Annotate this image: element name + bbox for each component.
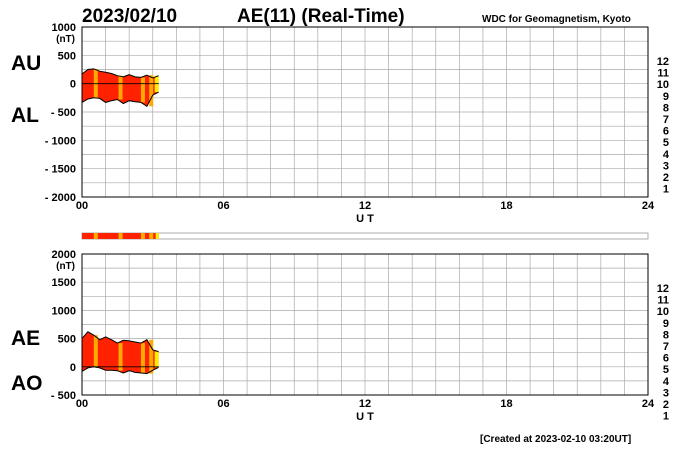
legend-item-8: 8 (663, 329, 669, 341)
au-al-lower-line (81, 91, 159, 108)
legend-item-7: 7 (663, 114, 669, 126)
au-label: AU (11, 52, 41, 75)
au-al-x-axis-label: U T (356, 213, 374, 225)
au-al-grid (82, 27, 648, 197)
au-al-upper-line (81, 68, 159, 79)
ae-ao-y-tick-label: 1500 (52, 277, 76, 289)
ae-ao-stripe (118, 343, 123, 371)
ae-ao-edge (154, 351, 159, 368)
au-al-y-tick-label: - 2000 (45, 192, 76, 204)
au-al-stripe (140, 77, 145, 103)
legend-item-7: 7 (663, 341, 669, 353)
status-stripe (149, 233, 154, 239)
legend-item-12: 12 (657, 56, 669, 68)
au-al-y-tick-label: - 1000 (45, 135, 76, 147)
au-al-x-tick-label: 18 (500, 200, 512, 212)
ae-ao-x-tick-label: 00 (76, 398, 88, 410)
ae-ao-data (81, 331, 159, 375)
au-al-y-tick-label: - 500 (51, 107, 76, 119)
legend-item-1: 1 (663, 411, 669, 423)
au-al-x-ticks: 00 06 12 18 24 (76, 200, 655, 212)
status-edge (155, 233, 159, 239)
legend-item-6: 6 (663, 126, 669, 138)
legend-item-9: 9 (663, 318, 669, 330)
ae-ao-stripe (140, 343, 145, 374)
status-bar (81, 232, 649, 240)
legend-item-1: 1 (663, 184, 669, 196)
legend-item-4: 4 (663, 376, 670, 388)
chart-title: AE(11) (Real-Time) (237, 6, 405, 27)
source-label: WDC for Geomagnetism, Kyoto (482, 14, 631, 25)
ae-ao-y-ticks: 2000 1500 1000 500 0 - 500 (51, 249, 76, 402)
legend-item-12: 12 (657, 283, 669, 295)
au-al-x-tick-label: 00 (76, 200, 88, 212)
ae-ao-y-tick-label: 500 (58, 334, 76, 346)
au-al-y-ticks: 1000 500 0 - 500 - 1000 - 1500 - 2000 (45, 22, 76, 204)
status-bar-frame (81, 232, 649, 240)
ae-label: AE (11, 327, 40, 350)
legend-item-10: 10 (657, 79, 669, 91)
ae-ao-x-axis-label: U T (356, 411, 374, 423)
ao-label: AO (11, 372, 43, 395)
ae-ao-unit-label: (nT) (56, 261, 75, 272)
legend-item-8: 8 (663, 102, 669, 114)
au-al-stripe (118, 75, 123, 100)
ae-ao-stripe (149, 339, 154, 374)
au-al-x-tick-label: 12 (359, 200, 371, 212)
au-al-y-tick-label: 0 (70, 79, 76, 91)
au-al-stripe (149, 75, 154, 107)
ae-ao-x-tick-label: 18 (500, 398, 512, 410)
status-stripe (118, 233, 123, 239)
date-title: 2023/02/10 (82, 6, 177, 27)
legend-item-2: 2 (663, 399, 669, 411)
au-al-y-tick-label: 1000 (52, 22, 76, 34)
au-al-y-tick-label: - 1500 (45, 164, 76, 176)
ae-ao-stripe (93, 335, 98, 367)
au-al-x-tick-label: 24 (642, 200, 655, 212)
legend-item-10: 10 (657, 306, 669, 318)
status-stripe (93, 233, 98, 239)
legend-item-4: 4 (663, 149, 670, 161)
created-timestamp: [Created at 2023-02-10 03:20UT] (480, 434, 631, 445)
ae-ao-upper-line (81, 331, 159, 353)
ae-ao-y-tick-label: 1000 (52, 305, 76, 317)
ae-ao-grid (82, 254, 648, 395)
au-al-unit-label: (nT) (56, 34, 75, 45)
legend-item-3: 3 (663, 387, 669, 399)
au-al-frame (81, 26, 649, 198)
ae-ao-x-tick-label: 12 (359, 398, 371, 410)
legend-item-3: 3 (663, 160, 669, 172)
legend-item-5: 5 (663, 137, 669, 149)
ae-ao-x-ticks: 00 06 12 18 24 (76, 398, 655, 410)
au-al-x-tick-label: 06 (217, 200, 229, 212)
legend-item-9: 9 (663, 91, 669, 103)
al-label: AL (11, 104, 39, 127)
legend-item-2: 2 (663, 172, 669, 184)
ae-ao-x-tick-label: 24 (642, 398, 655, 410)
legend-item-11: 11 (657, 68, 669, 80)
status-stripe (140, 233, 145, 239)
ae-ao-y-tick-label: 2000 (52, 249, 76, 261)
au-al-y-tick-label: 500 (58, 50, 76, 62)
legend-item-6: 6 (663, 353, 669, 365)
ae-ao-y-tick-label: 0 (70, 362, 76, 374)
au-al-data (81, 68, 159, 108)
legend-item-5: 5 (663, 364, 669, 376)
legend-item-11: 11 (657, 295, 669, 307)
ae-ao-frame (81, 253, 649, 396)
ae-ao-y-tick-label: - 500 (51, 390, 76, 402)
ae-ao-x-tick-label: 06 (217, 398, 229, 410)
